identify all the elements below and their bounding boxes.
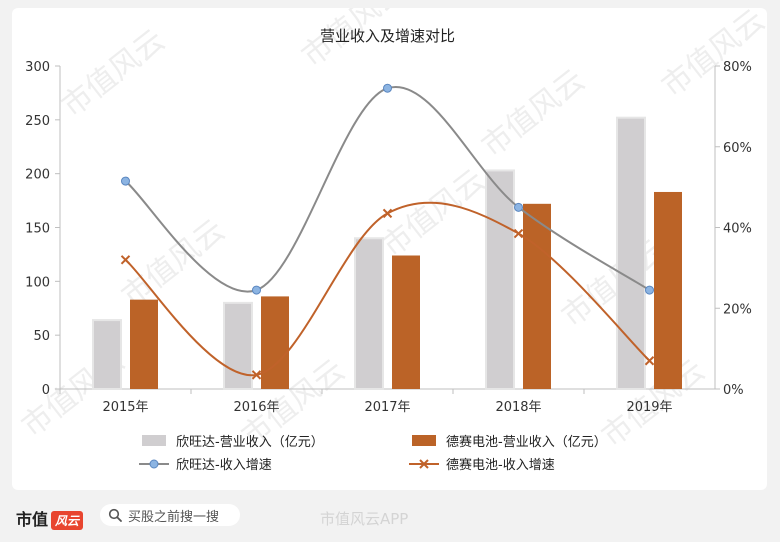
weibo-watermark-label: 市值风云APP bbox=[320, 510, 409, 528]
y-tick-label-left: 150 bbox=[25, 222, 50, 237]
legend-label: 欣旺达-营业收入（亿元） bbox=[176, 435, 324, 450]
x-tick-label: 2015年 bbox=[102, 400, 148, 415]
y-tick-label-left: 300 bbox=[25, 60, 50, 75]
bar-desay-revenue bbox=[261, 296, 289, 389]
bar-desay-revenue bbox=[392, 255, 420, 389]
search-icon bbox=[108, 508, 122, 522]
point-desay-growth bbox=[120, 255, 131, 265]
footer-bar: 市值 风云 买股之前搜一搜 市值风云APP bbox=[0, 492, 780, 542]
point-sunwoda-growth bbox=[252, 285, 261, 295]
bar-desay-revenue bbox=[130, 299, 158, 389]
point-desay-growth bbox=[644, 356, 655, 366]
y-tick-label-left: 50 bbox=[33, 329, 50, 344]
bar-sunwoda-revenue bbox=[485, 169, 515, 390]
brand-logo[interactable]: 市值 风云 bbox=[16, 506, 84, 530]
brand-tag: 风云 bbox=[51, 511, 84, 530]
point-desay-growth bbox=[513, 228, 524, 239]
watermark-text: 市值风云 bbox=[375, 163, 491, 264]
watermark-text: 市值风云 bbox=[115, 213, 231, 314]
watermark-text: 市值风云 bbox=[655, 8, 767, 104]
bar-desay-revenue bbox=[523, 203, 551, 389]
point-sunwoda-growth bbox=[514, 202, 523, 212]
point-desay-growth bbox=[251, 370, 262, 380]
y-tick-label-right: 80% bbox=[723, 60, 752, 75]
y-tick-label-left: 250 bbox=[25, 114, 50, 129]
chart-title: 营业收入及增速对比 bbox=[320, 27, 455, 45]
line-sunwoda-growth bbox=[124, 85, 651, 293]
search-box[interactable]: 买股之前搜一搜 bbox=[100, 504, 240, 526]
y-tick-label-left: 100 bbox=[25, 275, 50, 290]
bar-sunwoda-revenue bbox=[616, 116, 646, 391]
watermark-text: 市值风云 bbox=[475, 63, 591, 164]
chart-card: 市值风云 市值风云 市值风云 市值风云 市值风云 市值风云 市值风云 市值风云 市值风云 市值风云… bbox=[12, 8, 767, 490]
legend-label: 欣旺达-收入增速 bbox=[176, 458, 272, 473]
x-tick-label: 2019年 bbox=[626, 400, 672, 415]
point-sunwoda-growth bbox=[383, 83, 392, 93]
line-desay-growth bbox=[124, 201, 651, 376]
legend-label: 德赛电池-营业收入（亿元） bbox=[446, 434, 607, 450]
bar-sunwoda-revenue bbox=[92, 319, 122, 390]
legend-label: 德赛电池-收入增速 bbox=[446, 457, 555, 473]
legend-swatch bbox=[142, 435, 166, 446]
bar-sunwoda-revenue bbox=[354, 237, 384, 390]
x-tick-label: 2017年 bbox=[364, 400, 410, 415]
bar-desay-revenue bbox=[654, 191, 682, 389]
y-tick-label-left: 200 bbox=[25, 168, 50, 183]
legend-marker bbox=[419, 459, 429, 469]
point-sunwoda-growth bbox=[645, 285, 654, 295]
point-sunwoda-growth bbox=[121, 176, 130, 186]
brand-name: 市值 bbox=[16, 510, 49, 529]
y-tick-label-right: 40% bbox=[723, 222, 752, 237]
legend-marker bbox=[149, 459, 159, 469]
y-tick-label-right: 60% bbox=[723, 141, 752, 156]
y-tick-label-right: 20% bbox=[723, 302, 752, 317]
point-desay-growth bbox=[382, 208, 393, 219]
y-tick-label-right: 0% bbox=[723, 383, 744, 398]
bar-sunwoda-revenue bbox=[223, 301, 253, 390]
search-placeholder: 买股之前搜一搜 bbox=[128, 509, 220, 525]
legend-swatch bbox=[412, 435, 436, 446]
x-tick-label: 2016年 bbox=[233, 400, 279, 415]
watermark-text: 市值风云 bbox=[55, 23, 171, 124]
y-tick-label-left: 0 bbox=[42, 383, 50, 398]
x-tick-label: 2018年 bbox=[495, 400, 541, 415]
